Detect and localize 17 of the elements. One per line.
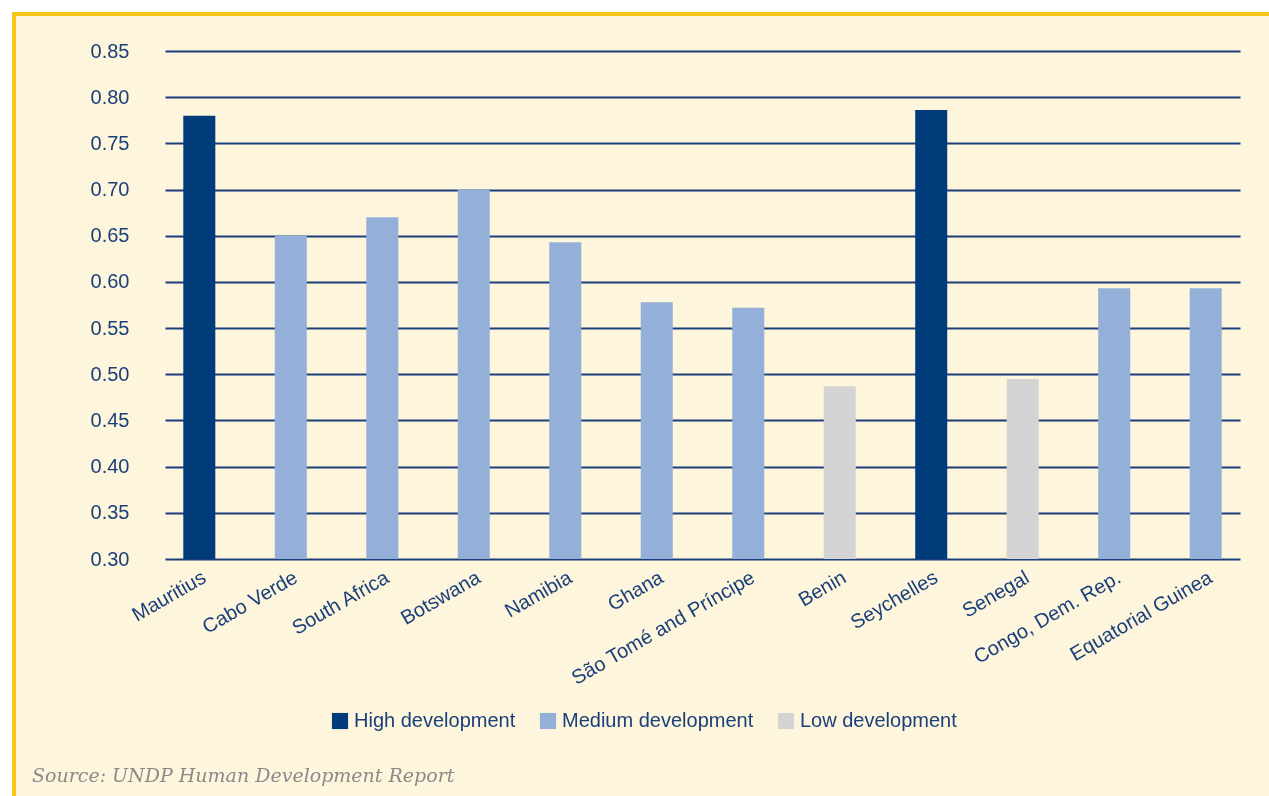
y-tick-label: 0.55 bbox=[90, 316, 130, 339]
y-tick-label: 0.45 bbox=[90, 408, 130, 431]
y-tick-label: 0.70 bbox=[90, 178, 130, 201]
y-tick-label: 0.30 bbox=[90, 547, 130, 570]
x-tick-label: Benin bbox=[794, 565, 850, 611]
legend-label: High development bbox=[354, 709, 516, 731]
y-tick-label: 0.75 bbox=[90, 131, 130, 154]
source-note: Source: UNDP Human Development Report bbox=[32, 764, 455, 786]
y-tick-label: 0.65 bbox=[90, 224, 130, 247]
y-tick-label: 0.80 bbox=[90, 85, 130, 108]
y-tick-label: 0.85 bbox=[90, 39, 130, 62]
legend-label: Medium development bbox=[562, 709, 754, 731]
y-tick-label: 0.60 bbox=[90, 270, 130, 293]
y-tick-label: 0.50 bbox=[90, 362, 130, 385]
y-tick-label: 0.35 bbox=[90, 501, 130, 524]
legend-label: Low development bbox=[800, 709, 958, 731]
y-tick-label: 0.40 bbox=[90, 455, 130, 478]
